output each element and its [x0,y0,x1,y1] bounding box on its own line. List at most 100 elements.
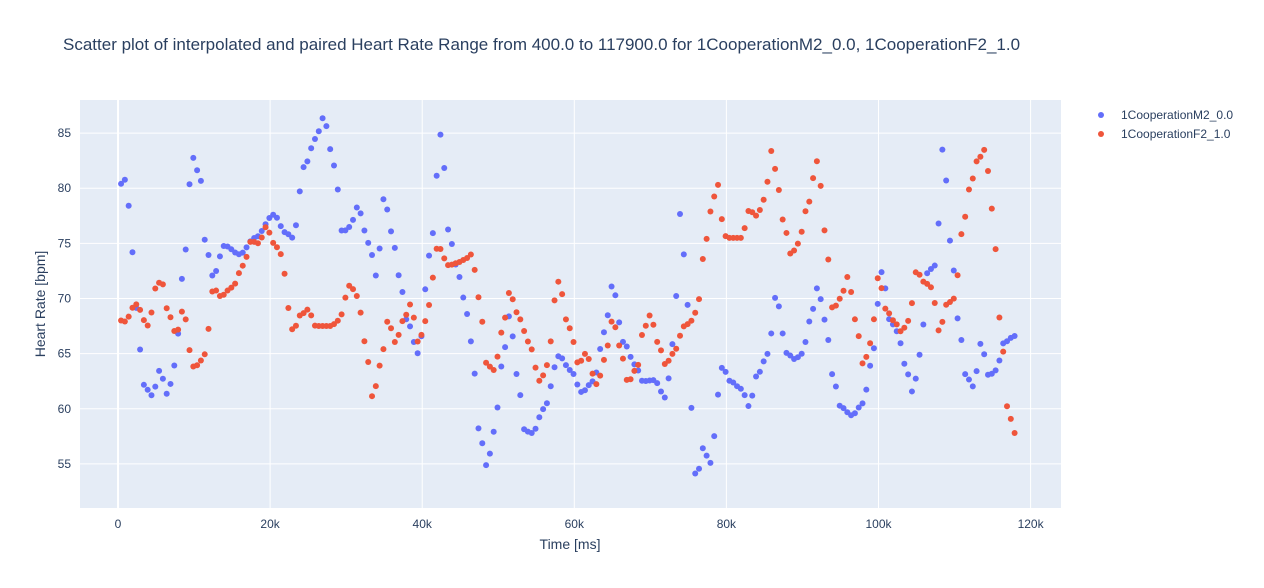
data-point[interactable] [140,317,147,324]
data-point[interactable] [677,332,684,339]
data-point[interactable] [403,311,410,318]
data-point[interactable] [965,186,972,193]
data-point[interactable] [220,291,227,298]
data-point[interactable] [532,425,539,432]
data-point[interactable] [300,164,307,171]
data-point[interactable] [958,336,965,343]
data-point[interactable] [258,234,265,241]
data-point[interactable] [395,331,402,338]
data-point[interactable] [372,383,379,390]
data-point[interactable] [703,235,710,242]
data-point[interactable] [870,316,877,323]
data-point[interactable] [699,255,706,262]
data-point[interactable] [399,318,406,325]
data-point[interactable] [711,193,718,200]
data-point[interactable] [308,312,315,319]
data-point[interactable] [289,326,296,333]
data-point[interactable] [543,400,550,407]
data-point[interactable] [494,353,501,360]
data-point[interactable] [1011,430,1018,437]
data-point[interactable] [810,305,817,312]
data-point[interactable] [437,246,444,253]
data-point[interactable] [388,228,395,235]
data-point[interactable] [380,196,387,203]
data-point[interactable] [543,362,550,369]
data-point[interactable] [608,318,615,325]
data-point[interactable] [125,202,132,209]
data-point[interactable] [680,251,687,258]
data-point[interactable] [148,392,155,399]
data-point[interactable] [901,360,908,367]
data-point[interactable] [753,373,760,380]
data-point[interactable] [574,381,581,388]
data-point[interactable] [817,296,824,303]
data-point[interactable] [863,386,870,393]
data-point[interactable] [585,356,592,363]
data-point[interactable] [688,404,695,411]
data-point[interactable] [486,450,493,457]
data-point[interactable] [589,370,596,377]
data-point[interactable] [920,321,927,328]
data-point[interactable] [372,272,379,279]
data-point[interactable] [479,440,486,447]
data-point[interactable] [167,380,174,387]
data-point[interactable] [414,338,421,345]
data-point[interactable] [581,387,588,394]
data-point[interactable] [844,274,851,281]
data-point[interactable] [954,272,961,279]
data-point[interactable] [996,357,1003,364]
data-point[interactable] [950,295,957,302]
data-point[interactable] [475,425,482,432]
data-point[interactable] [988,205,995,212]
data-point[interactable] [551,297,558,304]
data-point[interactable] [760,196,767,203]
data-point[interactable] [600,329,607,336]
data-point[interactable] [604,342,611,349]
data-point[interactable] [707,459,714,466]
data-point[interactable] [566,366,573,373]
data-point[interactable] [273,214,280,221]
data-point[interactable] [859,360,866,367]
data-point[interactable] [642,322,649,329]
data-point[interactable] [570,371,577,378]
data-point[interactable] [840,405,847,412]
data-point[interactable] [939,318,946,325]
data-point[interactable] [133,301,140,308]
data-point[interactable] [581,350,588,357]
legend[interactable]: 1CooperationM2_0.0 1CooperationF2_1.0 [1098,108,1233,141]
data-point[interactable] [886,310,893,317]
data-point[interactable] [669,341,676,348]
data-point[interactable] [764,178,771,185]
data-point[interactable] [528,429,535,436]
data-point[interactable] [954,315,961,322]
data-point[interactable] [654,338,661,345]
data-point[interactable] [711,433,718,440]
data-point[interactable] [270,239,277,246]
data-point[interactable] [696,296,703,303]
data-point[interactable] [760,358,767,365]
data-point[interactable] [939,146,946,153]
data-point[interactable] [365,239,372,246]
data-point[interactable] [935,327,942,334]
data-point[interactable] [946,237,953,244]
data-point[interactable] [194,167,201,174]
data-point[interactable] [391,244,398,251]
data-point[interactable] [874,300,881,307]
data-point[interactable] [323,123,330,130]
data-point[interactable] [197,357,204,364]
data-point[interactable] [627,353,634,360]
data-point[interactable] [429,274,436,281]
data-point[interactable] [559,291,566,298]
data-point[interactable] [943,177,950,184]
data-point[interactable] [962,371,969,378]
data-point[interactable] [285,304,292,311]
data-point[interactable] [855,404,862,411]
data-point[interactable] [471,370,478,377]
data-point[interactable] [266,229,273,236]
data-point[interactable] [483,359,490,366]
data-point[interactable] [741,392,748,399]
data-point[interactable] [604,312,611,319]
data-point[interactable] [125,313,132,320]
data-point[interactable] [832,383,839,390]
data-point[interactable] [513,370,520,377]
